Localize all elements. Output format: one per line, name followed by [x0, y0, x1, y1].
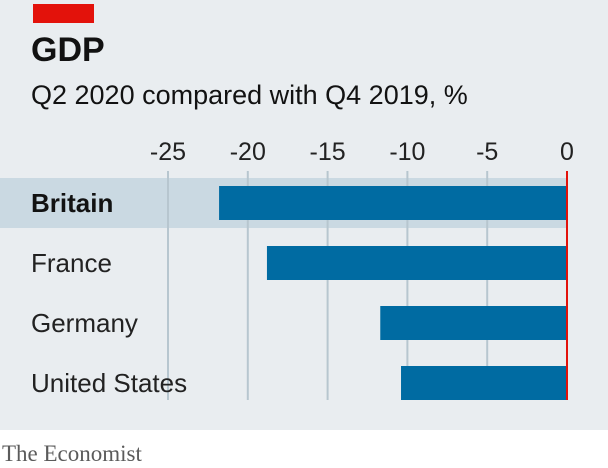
- tick-label: -20: [230, 138, 266, 166]
- category-label: Britain: [31, 188, 113, 218]
- chart-subtitle: Q2 2020 compared with Q4 2019, %: [31, 80, 468, 110]
- source-credit: The Economist: [2, 441, 142, 466]
- bar-france: [266, 246, 567, 280]
- category-label: France: [31, 248, 112, 278]
- tick-label: -5: [476, 138, 498, 166]
- chart-title: GDP: [31, 31, 105, 69]
- brand-red-tag: [33, 4, 94, 23]
- tick-label: -10: [389, 138, 425, 166]
- bar-britain: [219, 186, 567, 220]
- bar-chart: -25 -20 -15 -10 -5 0 Britain France Germany Unit…: [0, 138, 574, 400]
- bar-germany: [380, 306, 567, 340]
- tick-label: 0: [560, 138, 574, 166]
- category-label: Germany: [31, 308, 138, 338]
- bar-united-states: [401, 366, 567, 400]
- tick-label: -25: [150, 138, 186, 166]
- category-label: United States: [31, 368, 187, 398]
- tick-label: -15: [310, 138, 346, 166]
